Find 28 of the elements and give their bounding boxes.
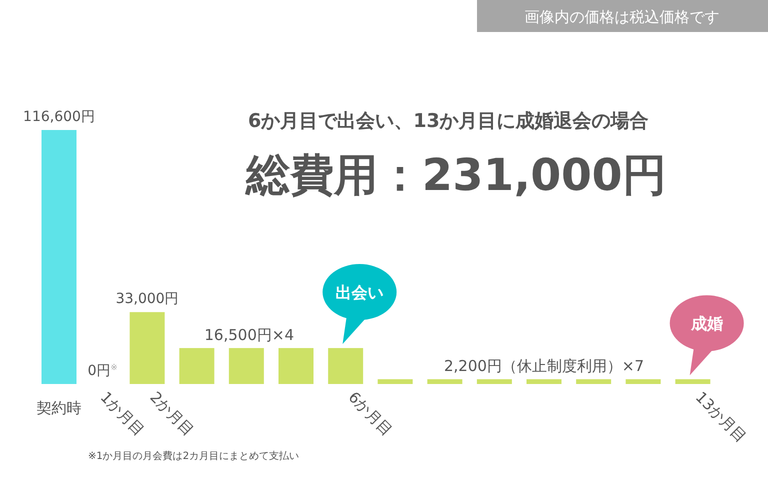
- annotation: 2,200円（休止制度利用）×7: [444, 357, 644, 375]
- x-tick-label: 6か月目: [344, 388, 396, 440]
- x-tick-label: 1か月目: [96, 388, 148, 440]
- data-label: 0円$^{※}$: [88, 362, 118, 379]
- bar: [179, 348, 214, 384]
- data-label: 33,000円: [116, 291, 179, 308]
- bar: [427, 379, 462, 384]
- annotation: 出会い: [336, 283, 384, 302]
- data-label: 116,600円: [23, 109, 95, 125]
- note-badge: 画像内の価格は税込価格です: [477, 0, 768, 32]
- annotation: 成婚: [690, 314, 723, 334]
- bar: [576, 379, 612, 384]
- x-tick-label: 2か月目: [146, 388, 198, 440]
- bar: [328, 348, 364, 384]
- x-tick-label: 契約時: [36, 399, 82, 417]
- x-tick-label: 13か月目: [692, 388, 750, 446]
- annotation: 16,500円×4: [204, 326, 294, 344]
- bar: [130, 312, 165, 384]
- bar: [378, 379, 413, 384]
- bar: [675, 379, 710, 384]
- bar: [228, 348, 264, 384]
- bar: [526, 379, 562, 384]
- text: 総費用：231,000円: [244, 150, 666, 201]
- chart-title: 6か月目で出会い、13か月目に成婚退会の場合: [248, 110, 649, 132]
- bar: [476, 379, 512, 384]
- bar: [278, 348, 314, 384]
- bar: [626, 379, 661, 384]
- text: ※1か月目の月会費は2カ月目にまとめて支払い: [88, 450, 300, 462]
